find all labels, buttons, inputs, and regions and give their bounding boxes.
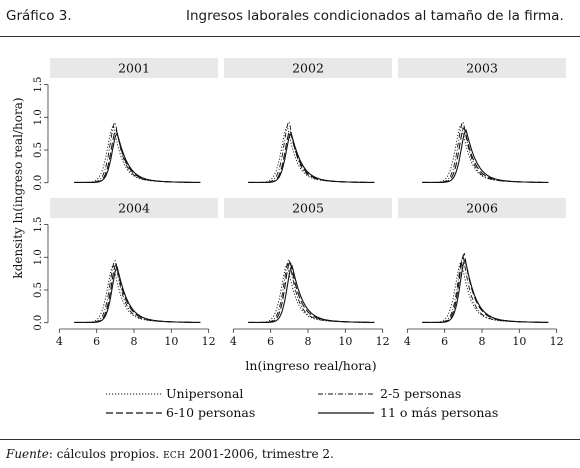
series-line [74,125,201,183]
y-tick-label: 1.0 [33,109,44,125]
x-tick-label: 12 [202,335,216,348]
bottom-rule [0,439,580,440]
panel-strip [50,58,218,78]
panel-strip [398,58,566,78]
y-axis-title: kdensity ln(ingreso real/hora) [11,97,25,278]
panel-strip [398,198,566,218]
series-line [422,129,549,183]
source-prefix: Fuente [6,447,49,461]
plot-area [50,218,218,326]
series-line [74,265,201,323]
series-line [74,132,201,183]
source-note: Fuente: cálculos propios. ECH 2001-2006,… [6,447,334,461]
source-abbr: ECH [163,451,186,461]
panel-title: 2002 [292,61,324,76]
x-tick-label: 4 [230,335,237,348]
chart: 2001 0.0 0.5 1.0 1.5 2002 2003 2004 0.0 0.5 1.0 1.5… [11,58,566,420]
figure-title: Ingresos laborales condicionados al tama… [186,8,564,24]
x-tick-label: 10 [512,335,526,348]
panel-title: 2006 [466,201,498,216]
panel-title: 2005 [292,201,324,216]
series-line [74,264,201,323]
x-tick-label: 10 [164,335,178,348]
x-tick-label: 6 [441,335,448,348]
x-tick-label: 6 [267,335,274,348]
plot-area [398,218,566,326]
x-tick-label: 8 [131,335,138,348]
source-rest: 2001-2006, trimestre 2. [185,447,334,461]
series-line [248,264,375,323]
x-tick-label: 6 [93,335,100,348]
legend-label: Unipersonal [166,386,243,401]
panel-strip [224,58,392,78]
source-text: : cálculos propios. [48,447,160,461]
y-tick-label: 1.0 [33,249,44,265]
x-tick-label: 12 [550,335,564,348]
panel-strip [50,198,218,218]
plot-area [398,78,566,186]
panel-title: 2004 [118,201,150,216]
x-tick-label: 4 [404,335,411,348]
y-tick-label: 0.5 [33,142,44,158]
plot-area [50,78,218,186]
x-tick-label: 8 [479,335,486,348]
x-tick-label: 12 [376,335,390,348]
plot-area [224,218,392,326]
y-tick-label: 0.0 [33,315,44,331]
x-tick-label: 10 [338,335,352,348]
y-tick-label: 1.5 [33,217,44,233]
figure-label: Gráfico 3. [6,8,72,24]
x-tick-label: 8 [305,335,312,348]
top-rule [0,36,580,37]
legend-label: 11 o más personas [380,405,498,420]
plot-area [224,78,392,186]
figure-header: Gráfico 3. Ingresos laborales condiciona… [0,6,580,30]
y-tick-label: 0.5 [33,282,44,298]
x-tick-label: 4 [56,335,63,348]
x-axis-title: ln(ingreso real/hora) [245,358,376,373]
y-tick-label: 1.5 [33,77,44,93]
series-line [422,258,549,323]
panel-title: 2003 [466,61,498,76]
panel-title: 2001 [118,61,150,76]
panel-strip [224,198,392,218]
series-line [248,132,375,183]
legend-label: 2-5 personas [380,386,461,401]
legend-label: 6-10 personas [166,405,255,420]
y-tick-label: 0.0 [33,175,44,191]
